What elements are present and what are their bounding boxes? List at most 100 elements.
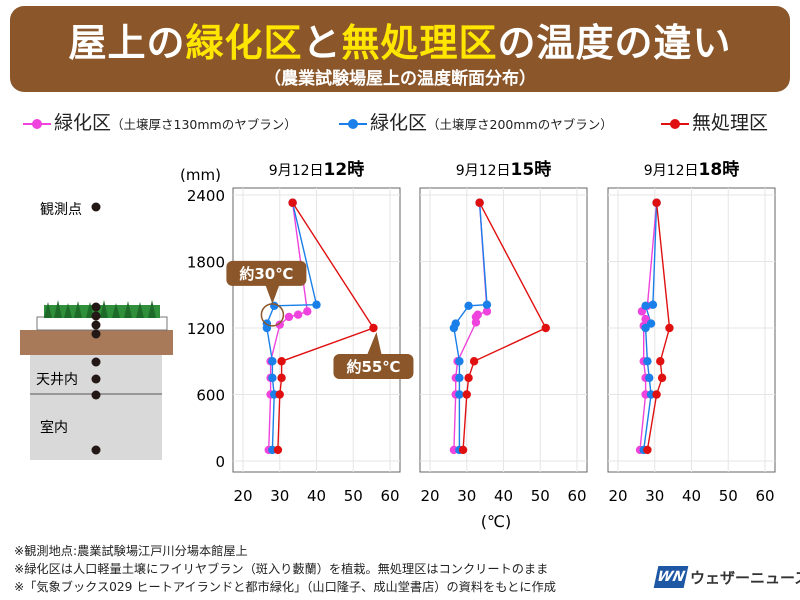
footnote: ※緑化区は人口軽量土壌にフイリヤブラン（斑入り藪蘭）を植栽。無処理区はコンクリー… xyxy=(14,562,549,576)
data-point-series-3 xyxy=(665,323,674,333)
building-interior xyxy=(30,348,162,460)
observation-dot xyxy=(91,390,101,400)
panel-title: 9月12日15時 xyxy=(456,159,551,180)
legend-label: 緑化区 xyxy=(54,112,112,134)
data-point-series-2 xyxy=(455,390,464,399)
roof-diagram: 観測点 天井内 室内 xyxy=(20,201,173,460)
data-point-series-2 xyxy=(268,373,277,383)
chart-panel-3: 20 30 40 50 60 9月12日18時 xyxy=(607,159,776,505)
y-tick-label: 600 xyxy=(196,387,225,405)
legend-label: 緑化区 xyxy=(370,112,428,134)
data-point-series-3 xyxy=(369,323,378,333)
legend-item-green-200: 緑化区（土壌厚さ200mmのヤブラン） xyxy=(338,108,613,135)
weathernews-logo: WN ウェザーニュース xyxy=(653,566,800,588)
footnotes: ※観測地点:農業試験場江戸川分場本館屋上 ※緑化区は人口軽量土壌にフイリヤブラン… xyxy=(14,542,556,596)
x-tick-label: 50 xyxy=(719,487,738,505)
y-tick-label: 1200 xyxy=(187,320,225,338)
data-point-series-2 xyxy=(648,300,658,309)
planter-box xyxy=(36,316,168,331)
x-tick-label: 30 xyxy=(645,487,664,505)
page-title: 屋上の緑化区と無処理区の温度の違い xyxy=(10,12,790,67)
x-tick-label: 60 xyxy=(567,487,586,505)
x-tick-label: 40 xyxy=(307,487,326,505)
x-tick-label: 60 xyxy=(755,487,774,505)
annotation-pointer xyxy=(367,332,382,354)
data-point-series-3 xyxy=(277,357,286,366)
x-tick-label: 40 xyxy=(494,487,513,505)
x-tick-label: 20 xyxy=(420,487,439,505)
data-point-series-2 xyxy=(641,323,650,333)
data-point-series-1 xyxy=(303,307,312,316)
y-axis-label: (mm) xyxy=(180,166,221,184)
data-point-series-3 xyxy=(458,445,468,455)
series-line-3 xyxy=(277,202,375,450)
title-part-5: の温度の違い xyxy=(497,21,732,65)
annotation-box xyxy=(226,260,307,286)
data-point-series-3 xyxy=(652,390,661,399)
legend-marker-magenta xyxy=(23,118,51,129)
x-tick-label: 50 xyxy=(344,487,363,505)
x-tick-label: 60 xyxy=(380,487,399,505)
data-point-series-3 xyxy=(656,357,665,366)
y-tick-label: 1800 xyxy=(187,254,225,272)
data-point-series-3 xyxy=(273,445,283,455)
data-point-series-1 xyxy=(471,318,481,327)
title-part-untreated-zone: 無処理区 xyxy=(341,21,498,65)
legend-item-green-130: 緑化区（土壌厚さ130mmのヤブラン） xyxy=(22,108,297,135)
x-tick-label: 40 xyxy=(682,487,701,505)
x-tick-label: 20 xyxy=(608,487,627,505)
annotation-box xyxy=(333,354,414,379)
panel-title-hour: 15時 xyxy=(511,159,552,180)
title-part-green-zone: 緑化区 xyxy=(185,21,303,65)
annotation: 約55℃ xyxy=(333,332,414,379)
panel-title-date: 9月12日 xyxy=(456,163,511,179)
observation-dot xyxy=(91,357,101,367)
data-point-series-2 xyxy=(482,300,492,309)
data-point-series-2 xyxy=(268,357,277,366)
data-point-series-2 xyxy=(641,301,650,311)
data-point-series-3 xyxy=(657,373,667,383)
annotation-label: 約30℃ xyxy=(239,265,293,283)
data-point-series-3 xyxy=(475,198,484,207)
y-tick-label: 2400 xyxy=(187,187,225,205)
data-point-series-2 xyxy=(449,323,459,333)
x-tick-label: 30 xyxy=(457,487,476,505)
data-point-series-2 xyxy=(464,301,473,311)
annotation: 約30℃ xyxy=(226,260,307,327)
legend-sublabel: （土壌厚さ200mmのヤブラン） xyxy=(427,117,613,132)
data-point-series-3 xyxy=(462,390,471,399)
panel-title-hour: 18時 xyxy=(699,159,740,180)
x-tick-label: 50 xyxy=(531,487,550,505)
data-point-series-3 xyxy=(288,198,297,207)
data-point-series-2 xyxy=(645,373,654,383)
panel-title-hour: 12時 xyxy=(324,159,365,180)
title-part-3: と xyxy=(302,21,342,65)
data-point-series-3 xyxy=(464,373,473,383)
panel-title: 9月12日12時 xyxy=(269,159,364,180)
observation-points xyxy=(91,202,101,455)
data-point-series-1 xyxy=(275,320,284,329)
data-point-series-3 xyxy=(643,445,652,455)
chart-panel-2: 20 30 40 50 60 9月12日15時 xyxy=(419,159,588,505)
annotation-pointer xyxy=(265,284,280,304)
title-part-1: 屋上の xyxy=(68,21,186,65)
data-point-series-3 xyxy=(277,373,286,383)
observation-dot xyxy=(91,302,101,312)
observation-point-label: 観測点 xyxy=(40,201,82,218)
data-point-series-2 xyxy=(312,300,321,309)
data-point-series-2 xyxy=(455,373,464,383)
data-point-series-3 xyxy=(469,357,479,366)
data-point-series-3 xyxy=(275,390,284,399)
footnote: ※「気象ブックス029 ヒートアイランドと都市緑化」（山口隆子、成山堂書店）の資… xyxy=(14,580,556,594)
observation-dot xyxy=(91,202,101,212)
x-tick-label: 30 xyxy=(270,487,289,505)
data-point-series-2 xyxy=(455,357,464,366)
data-point-series-3 xyxy=(541,323,550,333)
y-tick-label: 0 xyxy=(215,453,225,471)
panel-title-date: 9月12日 xyxy=(269,163,324,179)
legend: 緑化区（土壌厚さ130mmのヤブラン） 緑化区（土壌厚さ200mmのヤブラン） … xyxy=(0,108,800,134)
legend-marker-blue xyxy=(339,118,367,129)
room-label: 室内 xyxy=(40,419,68,436)
